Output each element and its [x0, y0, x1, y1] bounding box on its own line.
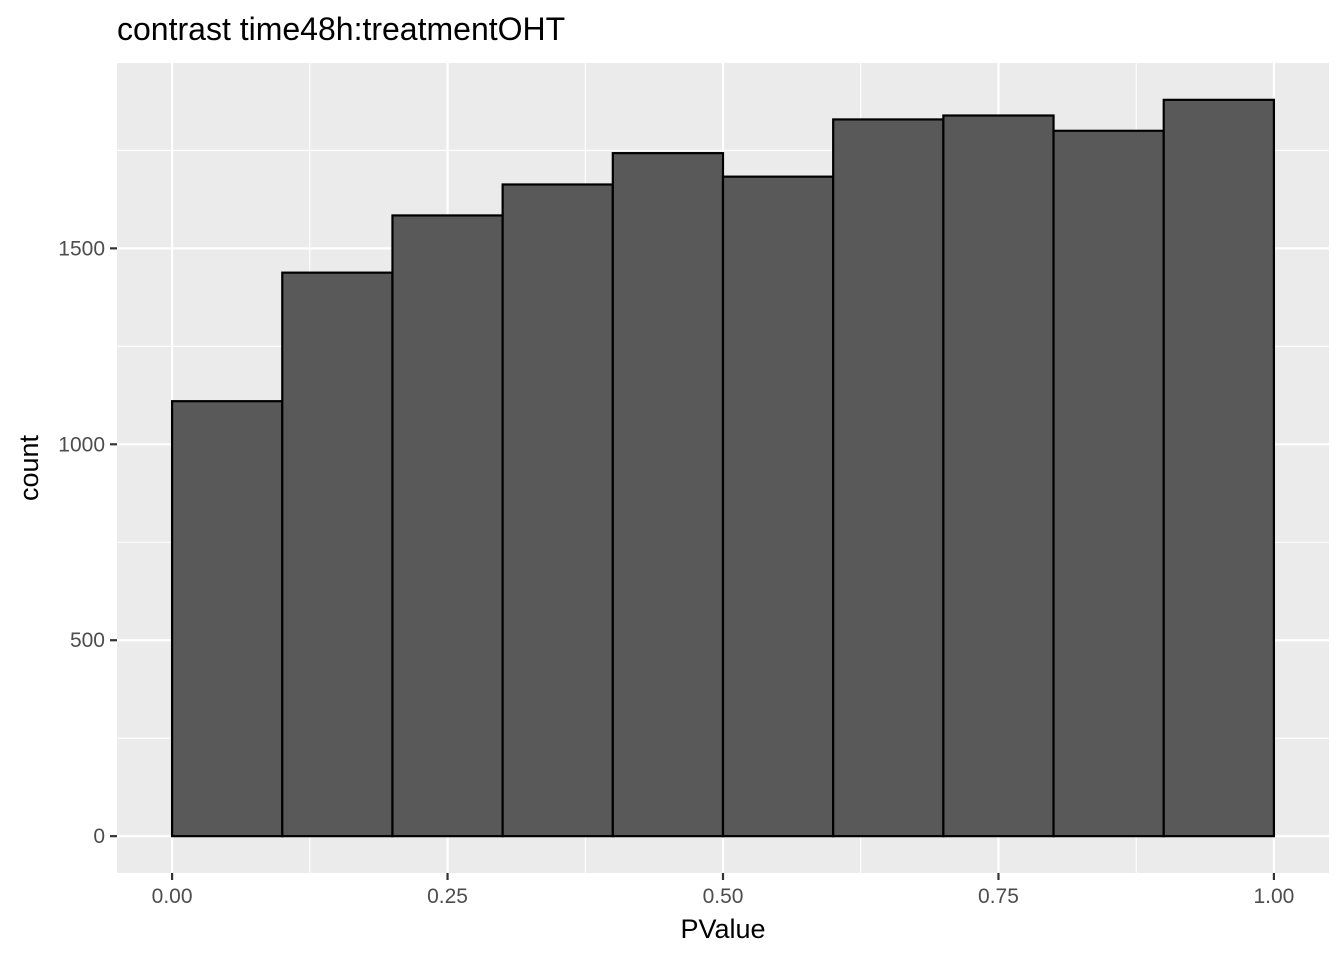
histogram-bar [1162, 98, 1276, 838]
x-axis: 0.00 0.25 0.50 0.75 1.00 [152, 873, 1294, 908]
y-tick-label: 1000 [58, 433, 105, 456]
histogram-bar [281, 271, 394, 838]
x-tick-label: 0.00 [152, 885, 193, 908]
histogram-bar [501, 183, 614, 838]
y-tick-label: 0 [93, 825, 105, 848]
y-tick-label: 500 [70, 629, 105, 652]
x-tick-label: 0.50 [703, 885, 744, 908]
histogram-bar [1052, 129, 1165, 838]
x-axis-title: PValue [680, 914, 765, 944]
histogram-bar [611, 152, 725, 838]
histogram-bar [391, 214, 504, 838]
x-tick-label: 1.00 [1253, 885, 1294, 908]
histogram-bar [832, 118, 945, 838]
histogram-bar [721, 175, 835, 838]
histogram-bar [942, 114, 1055, 838]
chart-title: contrast time48h:treatmentOHT [117, 11, 565, 47]
x-tick-label: 0.25 [427, 885, 468, 908]
y-tick-label: 1500 [58, 237, 105, 260]
y-axis-title: count [14, 434, 44, 501]
bars [170, 98, 1276, 838]
y-axis: 0 500 1000 1500 [58, 237, 117, 848]
x-tick-label: 0.75 [978, 885, 1019, 908]
histogram-bar [170, 400, 284, 838]
